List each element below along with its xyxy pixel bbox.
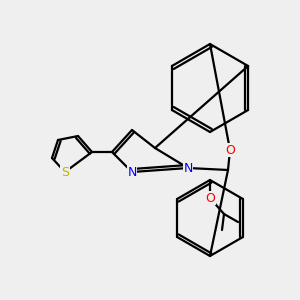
Text: N: N <box>183 161 193 175</box>
Text: O: O <box>225 143 235 157</box>
Text: S: S <box>61 166 69 178</box>
Text: N: N <box>127 166 137 178</box>
Text: O: O <box>205 191 215 205</box>
